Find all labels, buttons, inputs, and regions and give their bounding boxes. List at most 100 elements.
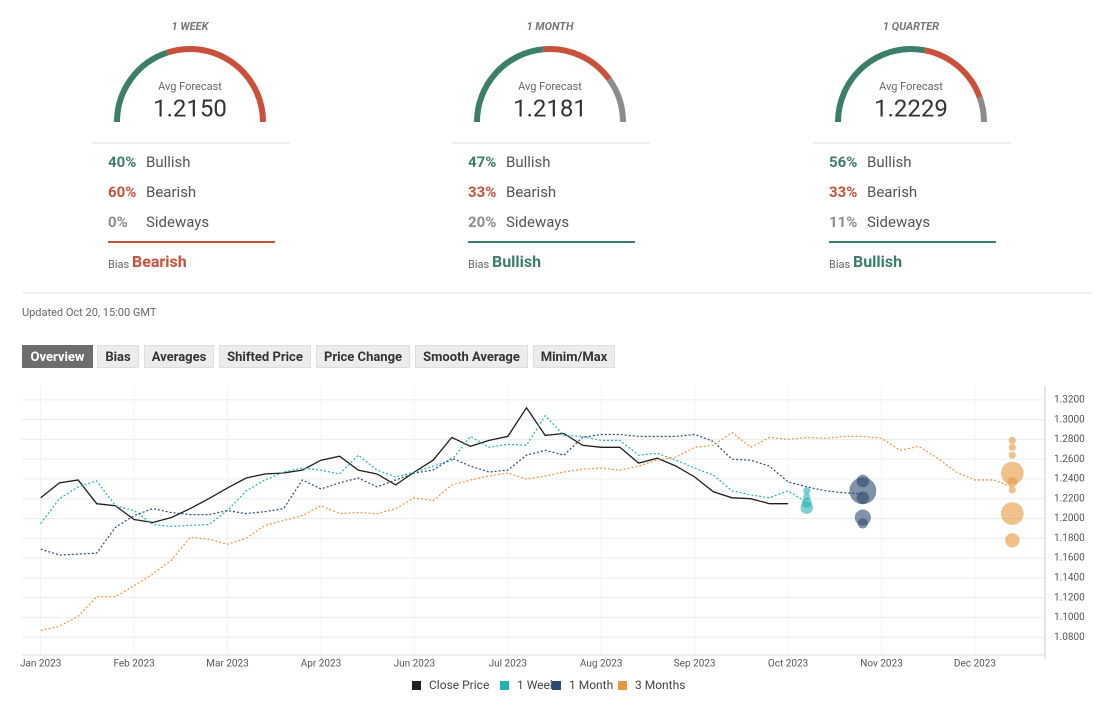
legend-swatch — [618, 681, 627, 690]
bias-value: Bullish — [492, 252, 541, 271]
forecast-bubble — [849, 477, 877, 505]
forecast-bubble — [1008, 486, 1016, 494]
tab[interactable]: Smooth Average — [415, 345, 528, 368]
row-percent: 20% — [468, 213, 496, 231]
gauge-segment — [474, 46, 544, 123]
forecast-bubble — [1007, 476, 1018, 488]
forecast-bubble — [857, 518, 868, 529]
legend-label: Close Price — [429, 678, 489, 692]
y-tick-label: 1.2000 — [1054, 513, 1085, 524]
row-name: Bearish — [506, 183, 556, 201]
row-percent: 0% — [108, 213, 128, 231]
bias-value: Bearish — [132, 252, 187, 271]
row-name: Sideways — [867, 213, 930, 231]
legend-label: 3 Months — [635, 678, 685, 692]
x-tick-label: Apr 2023 — [301, 659, 342, 670]
y-tick-label: 1.1000 — [1054, 612, 1085, 623]
forecast-bubble — [856, 474, 870, 488]
avg-value: 1.2150 — [153, 94, 227, 122]
y-tick-label: 1.2400 — [1054, 474, 1085, 485]
avg-value: 1.2181 — [513, 94, 587, 122]
y-tick-label: 1.3000 — [1054, 414, 1085, 425]
period-title: 1 WEEK — [172, 20, 210, 33]
forecast-bubble — [1005, 533, 1020, 548]
updated-text: Updated Oct 20, 15:00 GMT — [22, 306, 157, 319]
avg-label: Avg Forecast — [158, 80, 222, 93]
bias-label: Bias — [108, 258, 130, 271]
forecast-bubble — [803, 487, 811, 495]
row-percent: 33% — [468, 183, 496, 201]
gauge-segment — [166, 46, 266, 123]
x-tick-label: Jan 2023 — [20, 659, 61, 670]
gauge-segment — [976, 96, 987, 123]
avg-label: Avg Forecast — [518, 80, 582, 93]
bias-label: Bias — [468, 258, 490, 271]
tab[interactable]: Averages — [144, 345, 214, 368]
period-title: 1 MONTH — [526, 20, 574, 33]
avg-value: 1.2229 — [874, 94, 948, 122]
row-name: Bullish — [146, 153, 191, 171]
x-tick-label: Mar 2023 — [206, 659, 249, 670]
tab[interactable]: Overview — [22, 345, 93, 368]
forecast-bubble — [803, 493, 811, 501]
row-name: Sideways — [146, 213, 209, 231]
forecast-bubble — [1000, 461, 1024, 485]
row-name: Bearish — [867, 183, 917, 201]
x-tick-label: Aug 2023 — [580, 659, 623, 670]
x-tick-label: Jun 2023 — [394, 659, 436, 670]
tab[interactable]: Shifted Price — [219, 345, 311, 368]
tab[interactable]: Bias — [97, 345, 139, 368]
gauge-segment — [835, 45, 926, 123]
row-percent: 40% — [108, 153, 136, 171]
legend-label: 1 Month — [569, 678, 613, 692]
y-tick-label: 1.2800 — [1054, 434, 1085, 445]
y-tick-label: 1.1400 — [1054, 573, 1085, 584]
x-tick-label: Dec 2023 — [954, 659, 996, 670]
x-tick-label: Feb 2023 — [113, 659, 154, 670]
row-percent: 33% — [829, 183, 857, 201]
row-name: Sideways — [506, 213, 569, 231]
x-tick-label: Oct 2023 — [768, 659, 808, 670]
tab[interactable]: Minim/Max — [533, 345, 615, 368]
legend-swatch — [412, 681, 421, 690]
gauge-segment — [606, 77, 626, 123]
period-title: 1 QUARTER — [883, 20, 939, 33]
forecast-bubble — [1008, 443, 1016, 451]
forecast-bubble — [800, 501, 814, 514]
legend-label: 1 Week — [517, 678, 557, 692]
bias-value: Bullish — [853, 252, 902, 271]
x-tick-label: Jul 2023 — [489, 659, 527, 670]
tab[interactable]: Price Change — [316, 345, 410, 368]
y-tick-label: 1.1800 — [1054, 533, 1085, 544]
x-tick-label: Nov 2023 — [860, 659, 903, 670]
y-tick-label: 1.0800 — [1054, 632, 1085, 643]
series-line — [40, 414, 808, 528]
row-percent: 56% — [829, 153, 857, 171]
y-tick-label: 1.2200 — [1054, 493, 1085, 504]
legend-swatch — [552, 681, 561, 690]
row-name: Bullish — [506, 153, 551, 171]
row-percent: 47% — [468, 153, 496, 171]
forecast-bubble — [856, 491, 870, 504]
row-percent: 60% — [108, 183, 136, 201]
forecast-bubble — [1000, 502, 1024, 525]
forecast-bubble — [1008, 436, 1016, 444]
row-name: Bullish — [867, 153, 912, 171]
gauge-segment — [542, 45, 612, 81]
x-tick-label: Sep 2023 — [674, 659, 716, 670]
legend-swatch — [500, 681, 509, 690]
avg-label: Avg Forecast — [879, 80, 943, 93]
series-line — [40, 433, 863, 556]
y-tick-label: 1.3200 — [1054, 394, 1085, 405]
bias-label: Bias — [829, 258, 851, 271]
row-percent: 11% — [829, 213, 857, 231]
row-name: Bearish — [146, 183, 196, 201]
y-tick-label: 1.1200 — [1054, 592, 1085, 603]
forecast-bubble — [801, 497, 812, 508]
forecast-bubble — [854, 509, 871, 526]
series-line — [40, 406, 789, 524]
forecast-bubble — [1008, 451, 1016, 459]
gauge-segment — [114, 49, 169, 123]
